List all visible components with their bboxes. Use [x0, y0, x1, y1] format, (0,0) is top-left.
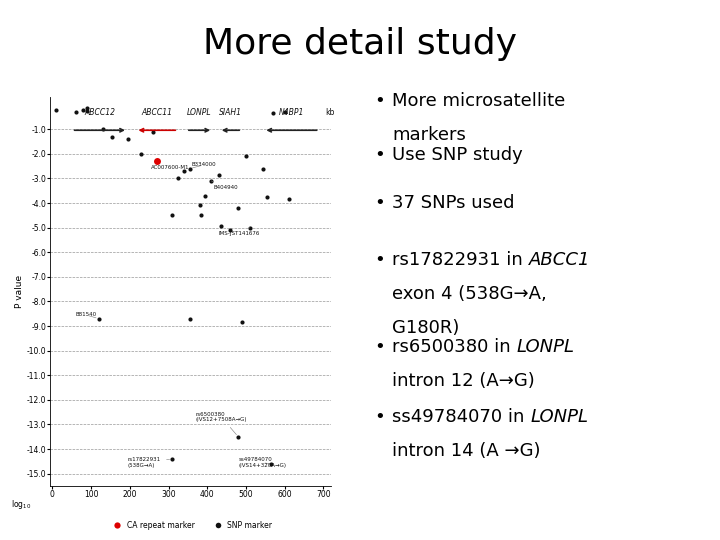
Text: •: • — [374, 146, 385, 164]
Text: •: • — [374, 92, 385, 110]
Y-axis label: P value: P value — [15, 275, 24, 308]
Text: •: • — [374, 338, 385, 355]
Text: kb: kb — [325, 107, 335, 117]
Text: rs6500380
(IVS12+7508A→G): rs6500380 (IVS12+7508A→G) — [196, 411, 247, 435]
Text: •: • — [374, 194, 385, 212]
Text: G180R): G180R) — [392, 319, 460, 337]
Text: •: • — [374, 251, 385, 269]
Text: ABCC1: ABCC1 — [529, 251, 590, 269]
Text: exon 4 (538G→A,: exon 4 (538G→A, — [392, 285, 547, 303]
Text: ss49784070 in: ss49784070 in — [392, 408, 531, 426]
Text: LONPL: LONPL — [531, 408, 588, 426]
Text: rs17822931 in: rs17822931 in — [392, 251, 529, 269]
Text: ABCC11: ABCC11 — [141, 107, 172, 117]
Text: 37 SNPs used: 37 SNPs used — [392, 194, 515, 212]
Text: More detail study: More detail study — [203, 27, 517, 61]
Text: B81540: B81540 — [76, 313, 96, 318]
Text: markers: markers — [392, 126, 467, 144]
Text: intron 14 (A →G): intron 14 (A →G) — [392, 442, 541, 460]
Legend: CA repeat marker, SNP marker: CA repeat marker, SNP marker — [106, 518, 276, 533]
Text: IMS-JST141676: IMS-JST141676 — [219, 228, 260, 237]
Text: More microsatellite: More microsatellite — [392, 92, 566, 110]
Text: ss49784070
(IVS14+320A→G): ss49784070 (IVS14+320A→G) — [238, 457, 287, 468]
Text: •: • — [374, 408, 385, 426]
Text: Use SNP study: Use SNP study — [392, 146, 523, 164]
Text: B404940: B404940 — [211, 181, 238, 190]
Text: ABCC12: ABCC12 — [84, 107, 115, 117]
Text: rs17822931
(538G→A): rs17822931 (538G→A) — [128, 457, 170, 468]
Text: $\log_{10}$: $\log_{10}$ — [11, 498, 32, 511]
Text: LONPL: LONPL — [517, 338, 575, 355]
Text: N4BP1: N4BP1 — [279, 107, 304, 117]
Text: AC007600-M1: AC007600-M1 — [151, 161, 189, 170]
Text: LONPL: LONPL — [187, 107, 212, 117]
Text: intron 12 (A→G): intron 12 (A→G) — [392, 372, 535, 389]
Text: SIAH1: SIAH1 — [219, 107, 242, 117]
Text: rs6500380 in: rs6500380 in — [392, 338, 517, 355]
Text: B334000: B334000 — [192, 163, 217, 168]
